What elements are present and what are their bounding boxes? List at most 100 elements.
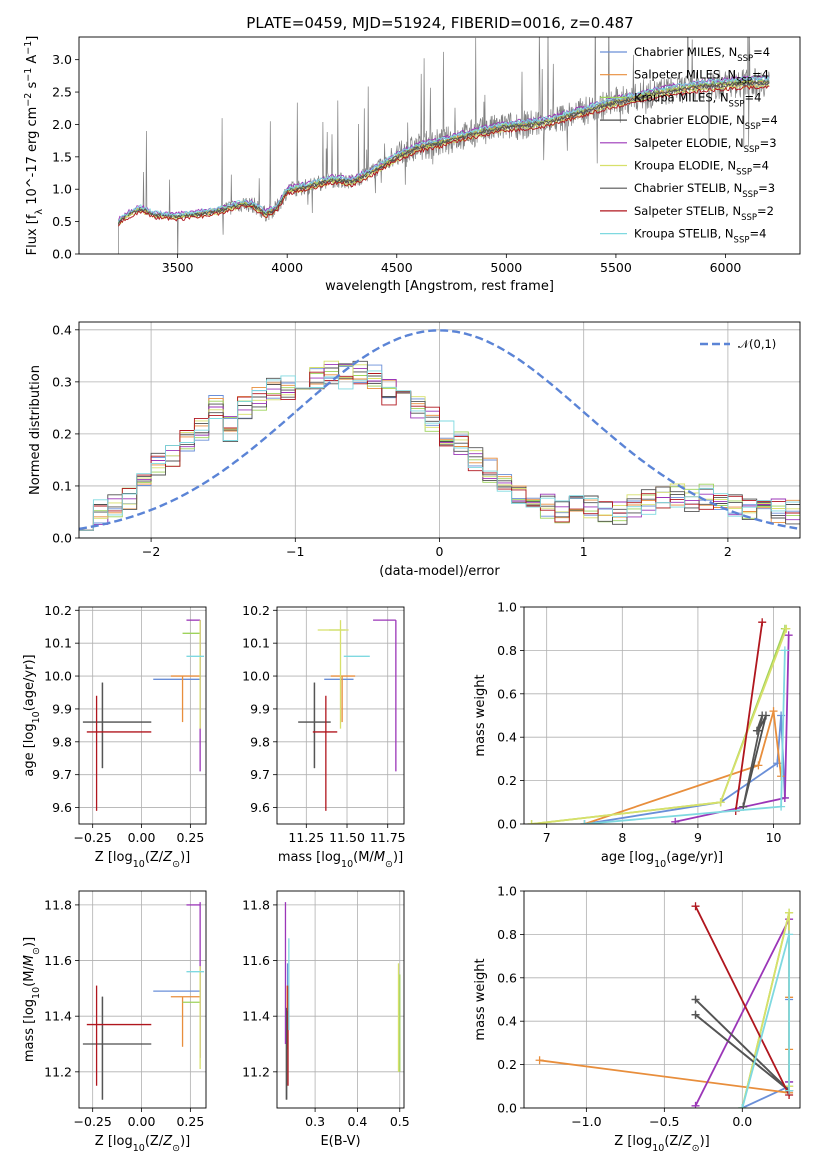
mass-weight-vs-Z-marker: [738, 1104, 747, 1108]
age-vs-mass-ytick-label: 9.7: [250, 767, 270, 782]
age-vs-mass-ytick-label: 9.6: [250, 800, 270, 815]
mass-weight-vs-Z-marker: [535, 1056, 544, 1065]
age-vs-mass-xlabel: mass [log10(M/M⊙)]: [278, 850, 403, 870]
age-vs-mass-ytick-label: 10.1: [242, 636, 270, 651]
spectrum-ylabel-sup: −1: [23, 41, 34, 55]
mass-weight-vs-Z-marker: [785, 908, 794, 917]
spectrum-legend-name: Salpeter ELODIE, N: [634, 136, 744, 150]
spectrum-ylabel-part: 10^: [25, 177, 40, 204]
mass-vs-Z-xlabel: Z [log10(Z/Z⊙)]: [95, 1134, 190, 1154]
spectrum-ylabel-part: Flux [: [25, 219, 40, 255]
residuals-gaussian-line: [79, 329, 798, 531]
mass-weight-vs-age-marker: [780, 646, 789, 655]
residuals-ytick-label: 0.1: [52, 478, 72, 493]
mass-weight-vs-age-marker: [777, 802, 786, 811]
mass-weight-vs-Z-ytick-label: 0.4: [497, 1014, 517, 1029]
mass-vs-Z-ytick-label: 11.4: [44, 1009, 72, 1024]
residuals-xtick-label: 1: [580, 544, 588, 559]
mass-weight-vs-Z-marker: [785, 930, 794, 939]
mass-weight-vs-Z-xtick-label: 0.0: [732, 1114, 752, 1129]
residuals-ytick-label: 0.4: [52, 322, 72, 337]
age-vs-Z-xlabel-sub: 10: [133, 859, 145, 870]
mass-weight-vs-age-ytick-label: 0.2: [497, 773, 517, 788]
age-vs-mass-ytick-label: 10.2: [242, 603, 270, 618]
spectrum-legend-sub: SSP: [734, 236, 750, 246]
spectrum-ytick-label: 2.5: [52, 85, 72, 100]
mass-vs-ebv-ytick-label: 11.8: [242, 897, 270, 912]
mass-weight-vs-Z-marker: [785, 1086, 794, 1095]
mass-vs-Z-ylabel-part: mass [: [22, 1019, 37, 1062]
mass-weight-vs-age-marker: [716, 798, 725, 807]
mass-vs-ebv-xtick-label: 0.4: [347, 1114, 367, 1129]
age-vs-mass-xlabel-part: )]: [393, 850, 403, 865]
mass-weight-vs-age-ylabel: mass weight: [473, 674, 488, 756]
spectrum-axes: 3500 4000 4500 5000 5500 6000 0.0 0.5 1.0 1.5 2.0 2…: [23, 36, 801, 294]
mass-weight-vs-Z-xlabel-part: (Z/: [664, 1134, 683, 1149]
spectrum-legend-sub: SSP: [741, 213, 757, 223]
age-vs-mass-axes: 11.25 11.50 11.75 9.6 9.7 9.8 9.9 10.0 10.1 10.2 m…: [242, 603, 405, 870]
mass-weight-vs-age-marker: [527, 820, 536, 824]
mass-vs-Z-ytick-label: 11.2: [44, 1064, 72, 1079]
mass-vs-ebv-frame: [276, 890, 405, 1109]
spectrum-frame: [78, 36, 801, 255]
age-vs-Z-xlabel-part: Z: [162, 850, 173, 865]
mass-vs-Z-xtick-label: 0.00: [128, 1114, 156, 1129]
spectrum-ylabel-part: ]: [25, 36, 40, 41]
mass-vs-ebv-ytick-label: 11.2: [242, 1064, 270, 1079]
spectrum-legend-name: Chabrier ELODIE, N: [634, 113, 745, 127]
spectrum-xlabel: wavelength [Angstrom, rest frame]: [325, 279, 554, 294]
mass-vs-Z-ylabel-sub: ⊙: [31, 947, 42, 955]
mass-vs-ebv-xtick-label: 0.5: [390, 1114, 410, 1129]
mass-weight-vs-age-plot-area: [524, 607, 800, 824]
residuals-legend-label: 𝒩(0,1): [738, 337, 776, 351]
spectrum-xtick-label: 5500: [600, 260, 632, 275]
mass-vs-ebv-ytick-label: 11.6: [242, 953, 270, 968]
age-vs-Z-ytick-label: 9.8: [52, 734, 72, 749]
spectrum-legend-sub: SSP: [736, 77, 752, 87]
mass-weight-vs-Z-xlabel-part: log: [632, 1134, 652, 1149]
mass-vs-Z-xtick-label: 0.25: [176, 1114, 204, 1129]
mass-weight-vs-age-series-line: [734, 622, 764, 812]
spectrum-legend-sub: SSP: [736, 168, 752, 178]
residuals-xlabel: (data-model)/error: [379, 564, 500, 579]
spectrum-ylabel-sub: λ: [34, 209, 45, 215]
mass-weight-vs-age-marker: [758, 711, 767, 720]
spectrum-observed-line: [118, 37, 770, 254]
spectrum-legend-label: Salpeter ELODIE, NSSP=3: [634, 136, 777, 155]
mass-weight-vs-age-marker: [758, 618, 767, 627]
mass-weight-vs-age-xlabel-part: age [: [601, 850, 634, 865]
spectrum-legend-nssp: =4: [744, 90, 761, 104]
spectrum-ylabel: Flux [fλ 10^-17 erg cm−2 s−1 A−1]: [23, 36, 45, 256]
age-vs-mass-xlabel-part: log: [321, 850, 341, 865]
mass-weight-vs-Z-ytick-label: 0.2: [497, 1057, 517, 1072]
age-vs-Z-ylabel-part: log: [22, 723, 37, 743]
mass-weight-vs-Z-axes: −1.0 −0.5 0.0 0.0 0.2 0.4 0.6 0.8 1.0 Z [log10(Z/…: [473, 884, 801, 1154]
age-vs-Z-ytick-label: 10.1: [44, 636, 72, 651]
spectrum-legend-label: Salpeter MILES, NSSP=4: [634, 68, 769, 87]
residuals-xtick-label: 0: [436, 544, 444, 559]
spectrum-ytick-label: 1.5: [52, 149, 72, 164]
spectrum-legend-name: Salpeter STELIB, N: [634, 204, 741, 218]
spectrum-legend-name: Kroupa MILES, N: [634, 90, 729, 104]
spectrum-legend-label: Kroupa MILES, NSSP=4: [634, 90, 761, 109]
spectrum-legend-name: Kroupa STELIB, N: [634, 227, 734, 241]
age-vs-Z-ytick-label: 9.7: [52, 767, 72, 782]
mass-vs-Z-ylabel-part: log: [22, 999, 37, 1019]
mass-vs-Z-xlabel-sub: ⊙: [172, 1143, 180, 1154]
mass-weight-vs-Z-xlabel-sub: ⊙: [692, 1143, 700, 1154]
mass-weight-vs-age-ytick-label: 0.6: [497, 686, 517, 701]
age-vs-mass-xtick-label: 11.75: [370, 830, 406, 845]
mass-weight-vs-Z-ytick-label: 1.0: [497, 884, 517, 899]
mass-vs-ebv-plot-area: [277, 891, 404, 1108]
spectrum-legend-label: Chabrier ELODIE, NSSP=4: [634, 113, 778, 132]
mass-weight-vs-age-marker: [769, 707, 778, 716]
mass-weight-vs-Z-xlabel-part: )]: [700, 1134, 710, 1149]
mass-weight-vs-age-marker: [752, 726, 761, 735]
figure-title: PLATE=0459, MJD=51924, FIBERID=0016, z=0…: [246, 14, 633, 32]
spectrum-plot-area: [117, 37, 770, 254]
mass-vs-Z-ytick-label: 11.8: [44, 897, 72, 912]
mass-weight-vs-age-series-line: [584, 710, 782, 824]
age-vs-Z-xlabel-part: Z [: [95, 850, 113, 865]
